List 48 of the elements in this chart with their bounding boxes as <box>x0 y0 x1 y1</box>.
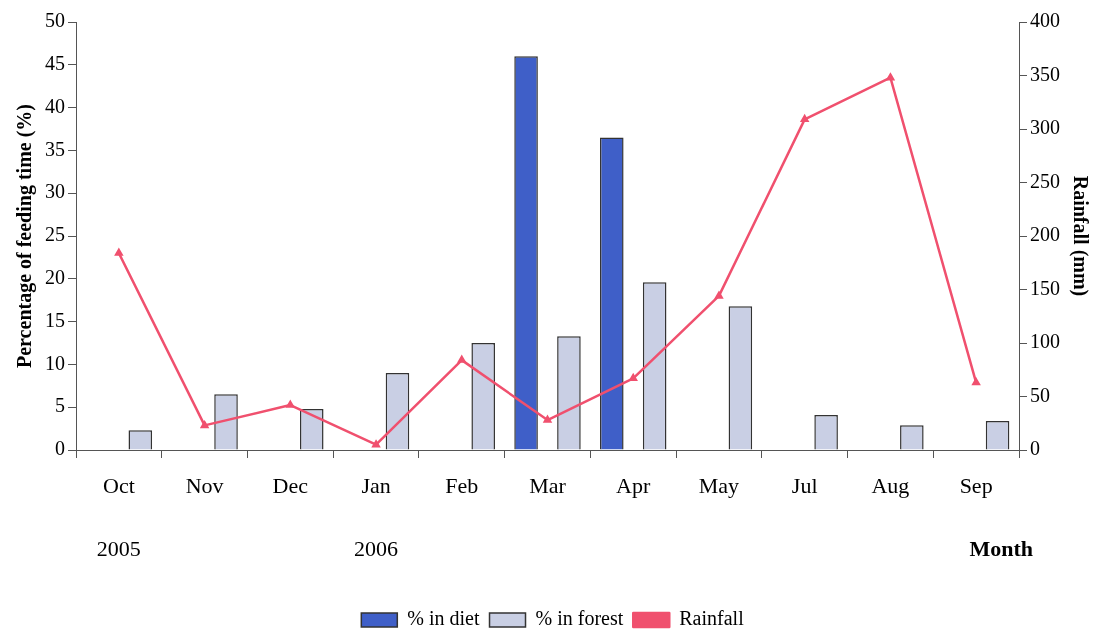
y2-tick-label: 100 <box>1030 330 1060 353</box>
y-tick-label: 15 <box>45 308 65 331</box>
y-tick-label: 25 <box>45 223 65 246</box>
y-tick-label: 10 <box>45 351 65 374</box>
y-tick-label: 30 <box>45 180 65 203</box>
text: 2006 <box>354 535 399 561</box>
y-tick-label: 0 <box>55 437 65 460</box>
y-tick-label: 45 <box>45 52 65 75</box>
y2-axis-title: Rainfall (mm) <box>1068 175 1092 297</box>
y2-tick-label: 200 <box>1030 223 1060 246</box>
y-axis-title: Percentage of feeding time (%) <box>13 104 37 368</box>
legend-label: Rainfall <box>679 607 745 630</box>
point <box>543 415 552 423</box>
x-tick-label: Feb <box>445 472 479 498</box>
point <box>286 400 295 408</box>
text: 2005 <box>96 535 141 561</box>
x-tick-label: Mar <box>529 472 567 498</box>
y2-tick-label: 250 <box>1030 169 1060 192</box>
y-tick-label: 20 <box>45 266 65 289</box>
legend-label: % in forest <box>535 607 624 630</box>
point <box>886 73 895 81</box>
x-tick-label: Sep <box>959 472 993 498</box>
y2-tick-label: 350 <box>1030 62 1060 85</box>
y-tick-label: 5 <box>55 394 65 417</box>
y2-tick-label: 50 <box>1030 383 1050 406</box>
y2-tick-label: 300 <box>1030 116 1060 139</box>
x-tick-label: Nov <box>185 472 224 498</box>
y-tick-label: 50 <box>45 9 65 32</box>
y-tick-label: 40 <box>45 94 65 117</box>
x-tick-label: May <box>698 472 740 498</box>
x-tick-label: Apr <box>616 472 652 498</box>
x-tick-label: Oct <box>102 472 135 498</box>
y2-tick-label: 150 <box>1030 276 1060 299</box>
point <box>457 355 466 363</box>
x-tick-label: Jul <box>791 472 818 498</box>
point <box>115 248 123 256</box>
y2-tick-label: 0 <box>1030 437 1040 460</box>
legend-label: % in diet <box>407 607 480 630</box>
y-tick-label: 35 <box>45 137 65 160</box>
point <box>200 421 209 429</box>
x-tick-label: Aug <box>871 472 910 498</box>
x-axis-title: Month <box>969 535 1033 561</box>
x-tick-label: Jan <box>361 472 391 498</box>
point <box>715 291 723 299</box>
x-tick-label: Dec <box>272 472 309 498</box>
point <box>372 440 380 448</box>
point <box>972 378 980 386</box>
y2-tick-label: 400 <box>1030 9 1060 32</box>
